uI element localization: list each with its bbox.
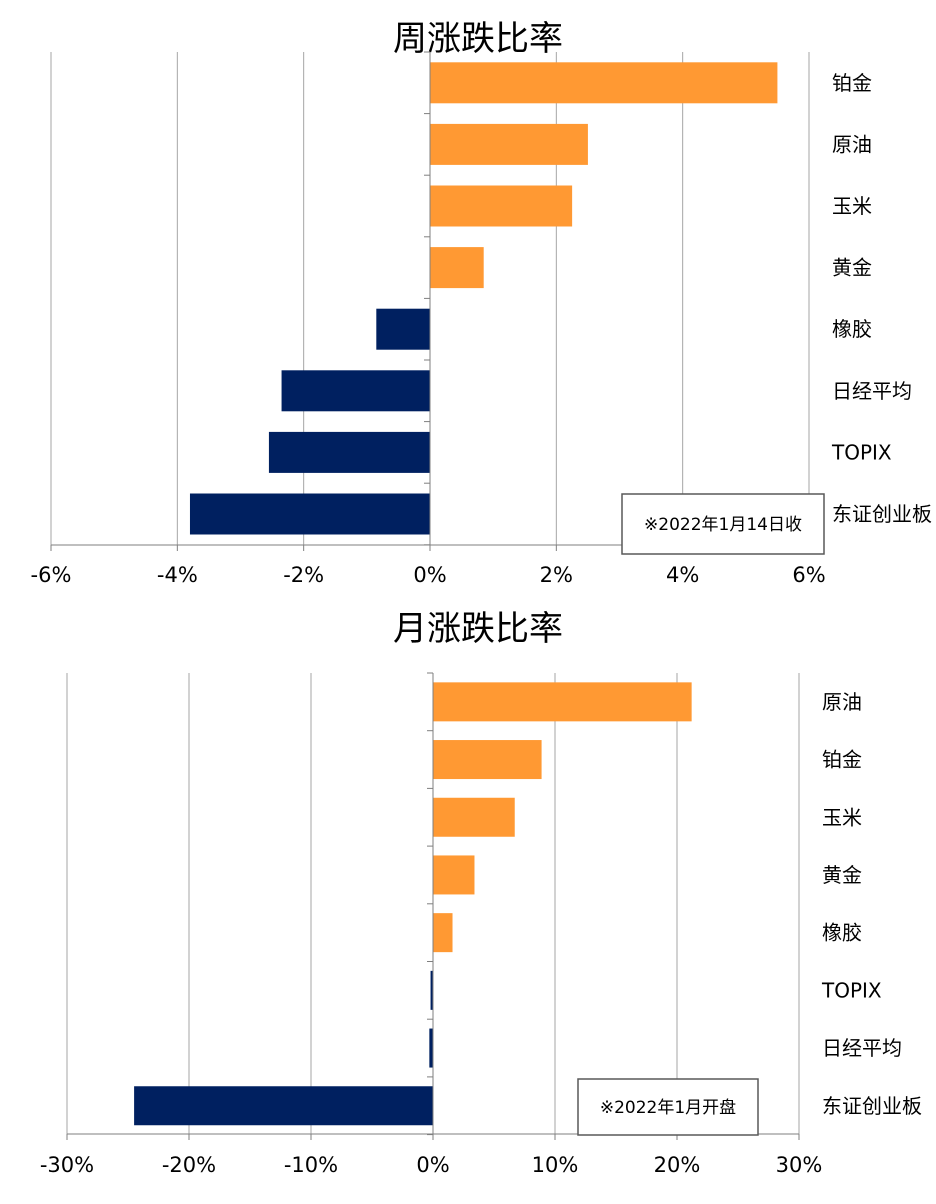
x-tick-label: 6% bbox=[792, 563, 825, 587]
category-label: 玉米 bbox=[832, 194, 872, 218]
category-label: 黄金 bbox=[822, 863, 862, 887]
bar bbox=[430, 247, 484, 289]
category-label: 橡胶 bbox=[832, 317, 872, 341]
bar bbox=[430, 62, 778, 104]
category-label: TOPIX bbox=[821, 978, 882, 1002]
x-tick-label: -6% bbox=[31, 563, 72, 587]
category-label: TOPIX bbox=[831, 440, 892, 464]
bar bbox=[376, 308, 430, 350]
category-label: 铂金 bbox=[822, 748, 862, 772]
note-box: ※2022年1月14日收 bbox=[621, 493, 825, 555]
x-tick-label: -20% bbox=[162, 1153, 216, 1177]
x-tick-label: -2% bbox=[283, 563, 324, 587]
bar bbox=[430, 970, 433, 1010]
bar bbox=[433, 797, 515, 837]
bar bbox=[433, 913, 453, 953]
note-text: ※2022年1月14日收 bbox=[644, 515, 802, 535]
note-box: ※2022年1月开盘 bbox=[577, 1078, 759, 1136]
bar bbox=[281, 370, 430, 412]
x-tick-label: 30% bbox=[776, 1153, 823, 1177]
bar bbox=[433, 682, 692, 722]
x-tick-label: -4% bbox=[157, 563, 198, 587]
bar bbox=[430, 185, 573, 227]
bar bbox=[430, 123, 588, 165]
chart-title: 月涨跌比率 bbox=[393, 609, 563, 649]
bar bbox=[134, 1086, 433, 1126]
category-label: 东证创业板 bbox=[832, 502, 932, 526]
category-label: 日经平均 bbox=[832, 379, 912, 403]
category-label: 日经平均 bbox=[822, 1036, 902, 1060]
x-tick-label: 0% bbox=[416, 1153, 449, 1177]
x-tick-label: 0% bbox=[413, 563, 446, 587]
category-label: 铂金 bbox=[832, 71, 872, 95]
x-tick-label: 20% bbox=[654, 1153, 701, 1177]
x-tick-label: 2% bbox=[540, 563, 573, 587]
category-label: 黄金 bbox=[832, 256, 872, 280]
note-text: ※2022年1月开盘 bbox=[600, 1098, 736, 1118]
category-label: 东证创业板 bbox=[822, 1094, 922, 1118]
x-tick-label: -30% bbox=[40, 1153, 94, 1177]
category-label: 原油 bbox=[822, 690, 862, 714]
bar bbox=[433, 855, 475, 895]
bar bbox=[189, 493, 430, 535]
x-tick-label: 10% bbox=[532, 1153, 579, 1177]
chart-title: 周涨跌比率 bbox=[393, 19, 563, 59]
bar bbox=[268, 431, 430, 473]
x-tick-label: -10% bbox=[284, 1153, 338, 1177]
x-tick-label: 4% bbox=[666, 563, 699, 587]
bar bbox=[433, 740, 542, 780]
category-label: 原油 bbox=[832, 132, 872, 156]
category-label: 橡胶 bbox=[822, 921, 862, 945]
bar bbox=[429, 1028, 433, 1068]
category-label: 玉米 bbox=[822, 805, 862, 829]
